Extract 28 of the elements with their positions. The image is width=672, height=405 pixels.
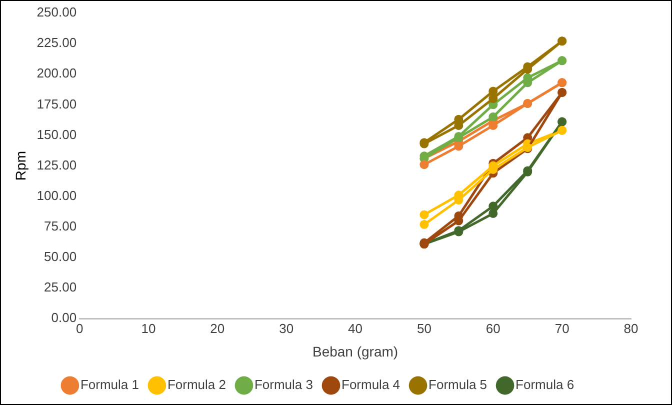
y-tick-label: 175.00 (36, 96, 77, 112)
y-tick-label: 100.00 (36, 188, 77, 203)
legend-label: Formula 3 (254, 377, 314, 392)
x-tick-label: 30 (279, 320, 294, 336)
legend-label: Formula 2 (167, 377, 226, 392)
y-tick-label: 200.00 (36, 66, 77, 81)
y-tick-label: 250.00 (36, 4, 77, 20)
x-tick-label: 10 (141, 320, 156, 336)
y-tick-label: 75.00 (44, 218, 77, 234)
y-tick-label: 125.00 (36, 157, 77, 172)
x-tick-label: 70 (554, 320, 570, 336)
y-tick-label: 50.00 (44, 249, 77, 264)
x-tick-label: 40 (348, 320, 363, 336)
y-tick-label: 225.00 (36, 35, 77, 50)
legend-label: Formula 4 (342, 377, 400, 392)
x-tick-label: 80 (624, 320, 638, 336)
y-tick-label: 25.00 (44, 280, 77, 295)
legend-label: Formula 5 (428, 377, 488, 392)
x-tick-label: 50 (416, 320, 432, 336)
x-tick-label: 60 (486, 320, 500, 336)
x-tick-label: 20 (210, 320, 225, 336)
legend-label: Formula 6 (516, 377, 574, 392)
y-axis-title: Rpm (12, 151, 28, 181)
x-tick-label: 0 (76, 320, 84, 336)
y-tick-label: 0.00 (51, 310, 77, 326)
legend-label: Formula 1 (80, 377, 139, 392)
x-axis-title: Beban (gram) (312, 343, 398, 360)
y-tick-label: 150.00 (36, 126, 77, 142)
